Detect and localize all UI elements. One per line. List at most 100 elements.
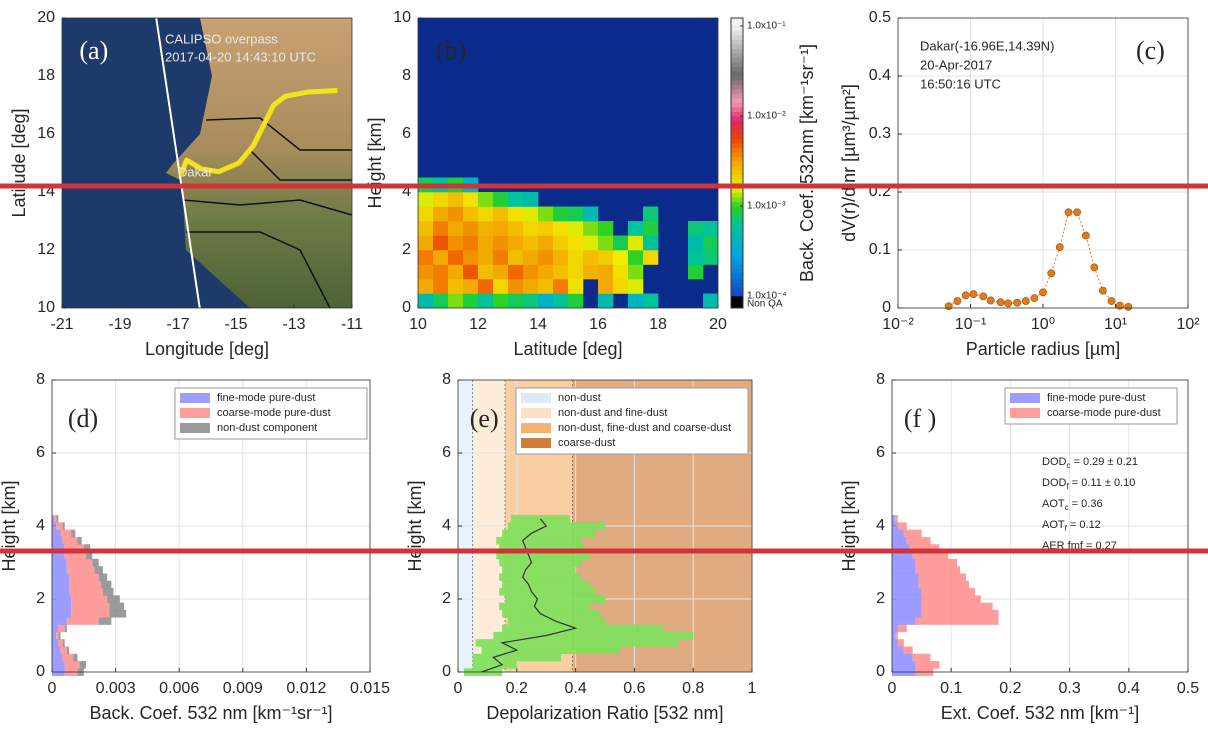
x-axis-title: Depolarization Ratio [532 nm] xyxy=(486,703,723,723)
colorbar-segment xyxy=(731,116,743,121)
colorbar-label: 1.0x10⁻⁴ xyxy=(747,291,787,302)
colorbar-nodata-label: Non QA xyxy=(747,299,783,310)
heat-cell xyxy=(463,293,479,309)
heat-cell xyxy=(643,250,659,265)
heat-cell xyxy=(553,235,569,251)
profile-segment xyxy=(68,580,101,589)
heat-cell xyxy=(418,250,434,265)
colorbar-segment xyxy=(731,66,743,72)
heat-cell xyxy=(568,264,584,280)
annotation: Dakar(-16.96E,14.39N) xyxy=(920,38,1054,53)
heat-cell xyxy=(433,221,449,236)
heat-cell xyxy=(613,250,629,265)
point xyxy=(1116,301,1124,310)
annotation: 20-Apr-2017 xyxy=(920,57,992,72)
heat-cell xyxy=(628,235,644,251)
envelope-segment xyxy=(496,536,582,545)
point xyxy=(1055,243,1064,251)
x-tick-label: 0 xyxy=(48,680,57,697)
overlay-line xyxy=(0,183,1208,189)
heat-cell xyxy=(478,264,494,280)
profile-segment xyxy=(921,609,999,618)
plot-frame xyxy=(417,17,719,309)
y-tick-label: 2 xyxy=(402,241,411,258)
y-tick-label: 18 xyxy=(37,67,55,84)
profile-segment xyxy=(52,573,69,582)
profile-segment xyxy=(915,566,961,574)
y-tick-label: 0 xyxy=(36,663,45,680)
profile-segment xyxy=(52,544,65,552)
profile-segment xyxy=(892,551,913,560)
heat-cell xyxy=(418,264,434,280)
profile-segment xyxy=(58,639,63,647)
colorbar-segment xyxy=(731,98,743,103)
y-axis-title: Height [km] xyxy=(365,117,385,208)
colorbar-segment xyxy=(731,242,743,247)
panel-label: (b) xyxy=(436,36,466,65)
point xyxy=(969,290,978,298)
colorbar-segment xyxy=(731,233,743,238)
x-tick-label: -17 xyxy=(166,316,189,333)
profile-segment xyxy=(98,617,112,625)
heat-cell xyxy=(523,206,539,222)
x-tick-label: 18 xyxy=(649,316,667,333)
legend-label: non-dust xyxy=(558,392,601,404)
profile-segment xyxy=(98,573,108,582)
colorbar-segment xyxy=(731,147,743,153)
heat-cell xyxy=(478,279,494,294)
profile-segment xyxy=(921,602,993,611)
profile-segment xyxy=(52,529,61,538)
x-tick-label: 10⁻² xyxy=(882,316,914,333)
profile-segment xyxy=(912,653,931,662)
heat-cell xyxy=(418,206,434,222)
envelope-segment xyxy=(507,522,605,530)
y-tick-label: 10 xyxy=(393,9,411,26)
profile-segment xyxy=(892,566,916,574)
envelope-segment xyxy=(472,653,561,662)
heat-cell xyxy=(463,235,479,251)
legend-label: fine-mode pure-dust xyxy=(1047,392,1145,404)
heat-cell xyxy=(598,279,614,294)
statistic: AOTc = 0.36 xyxy=(1042,498,1103,512)
statistic-value: = 0.11 ± 0.10 xyxy=(1069,477,1136,489)
profile-segment xyxy=(71,602,110,611)
profile-segment xyxy=(892,639,898,647)
x-tick-label: 0.1 xyxy=(940,680,962,697)
colorbar-segment xyxy=(731,215,743,220)
point xyxy=(1073,208,1081,217)
point xyxy=(1081,231,1090,240)
profile-segment xyxy=(52,551,65,560)
size-distribution-line xyxy=(948,211,1129,308)
colorbar-segment xyxy=(731,264,743,270)
x-tick-label: -13 xyxy=(282,316,305,333)
x-tick-label: 0.6 xyxy=(623,680,645,697)
x-tick-label: 16 xyxy=(589,316,607,333)
y-axis-title: Latitude [deg] xyxy=(9,108,29,217)
colorbar-segment xyxy=(731,201,743,207)
colorbar-segment xyxy=(731,219,743,225)
colorbar-segment xyxy=(731,44,743,49)
heat-cell xyxy=(553,279,569,294)
statistic-value: = 0.36 xyxy=(1069,498,1103,510)
colorbar-segment xyxy=(731,138,743,144)
heat-cell xyxy=(478,250,494,265)
heat-cell xyxy=(568,250,584,265)
heat-cell xyxy=(433,192,449,207)
point xyxy=(1107,297,1116,305)
x-tick-label: 0.4 xyxy=(1118,680,1140,697)
heat-cell xyxy=(643,221,659,236)
heat-cell xyxy=(613,235,629,251)
point xyxy=(1064,208,1073,217)
border xyxy=(182,117,353,309)
heat-cell xyxy=(643,293,659,309)
colorbar-segment xyxy=(731,71,743,76)
heat-cell xyxy=(493,293,509,309)
heat-cell xyxy=(553,264,569,280)
heat-cell xyxy=(583,250,599,265)
profile-segment xyxy=(892,536,907,545)
heat-cell xyxy=(508,192,524,207)
track xyxy=(178,88,338,176)
colorbar-segment xyxy=(731,246,743,252)
heat-cell xyxy=(523,264,539,280)
